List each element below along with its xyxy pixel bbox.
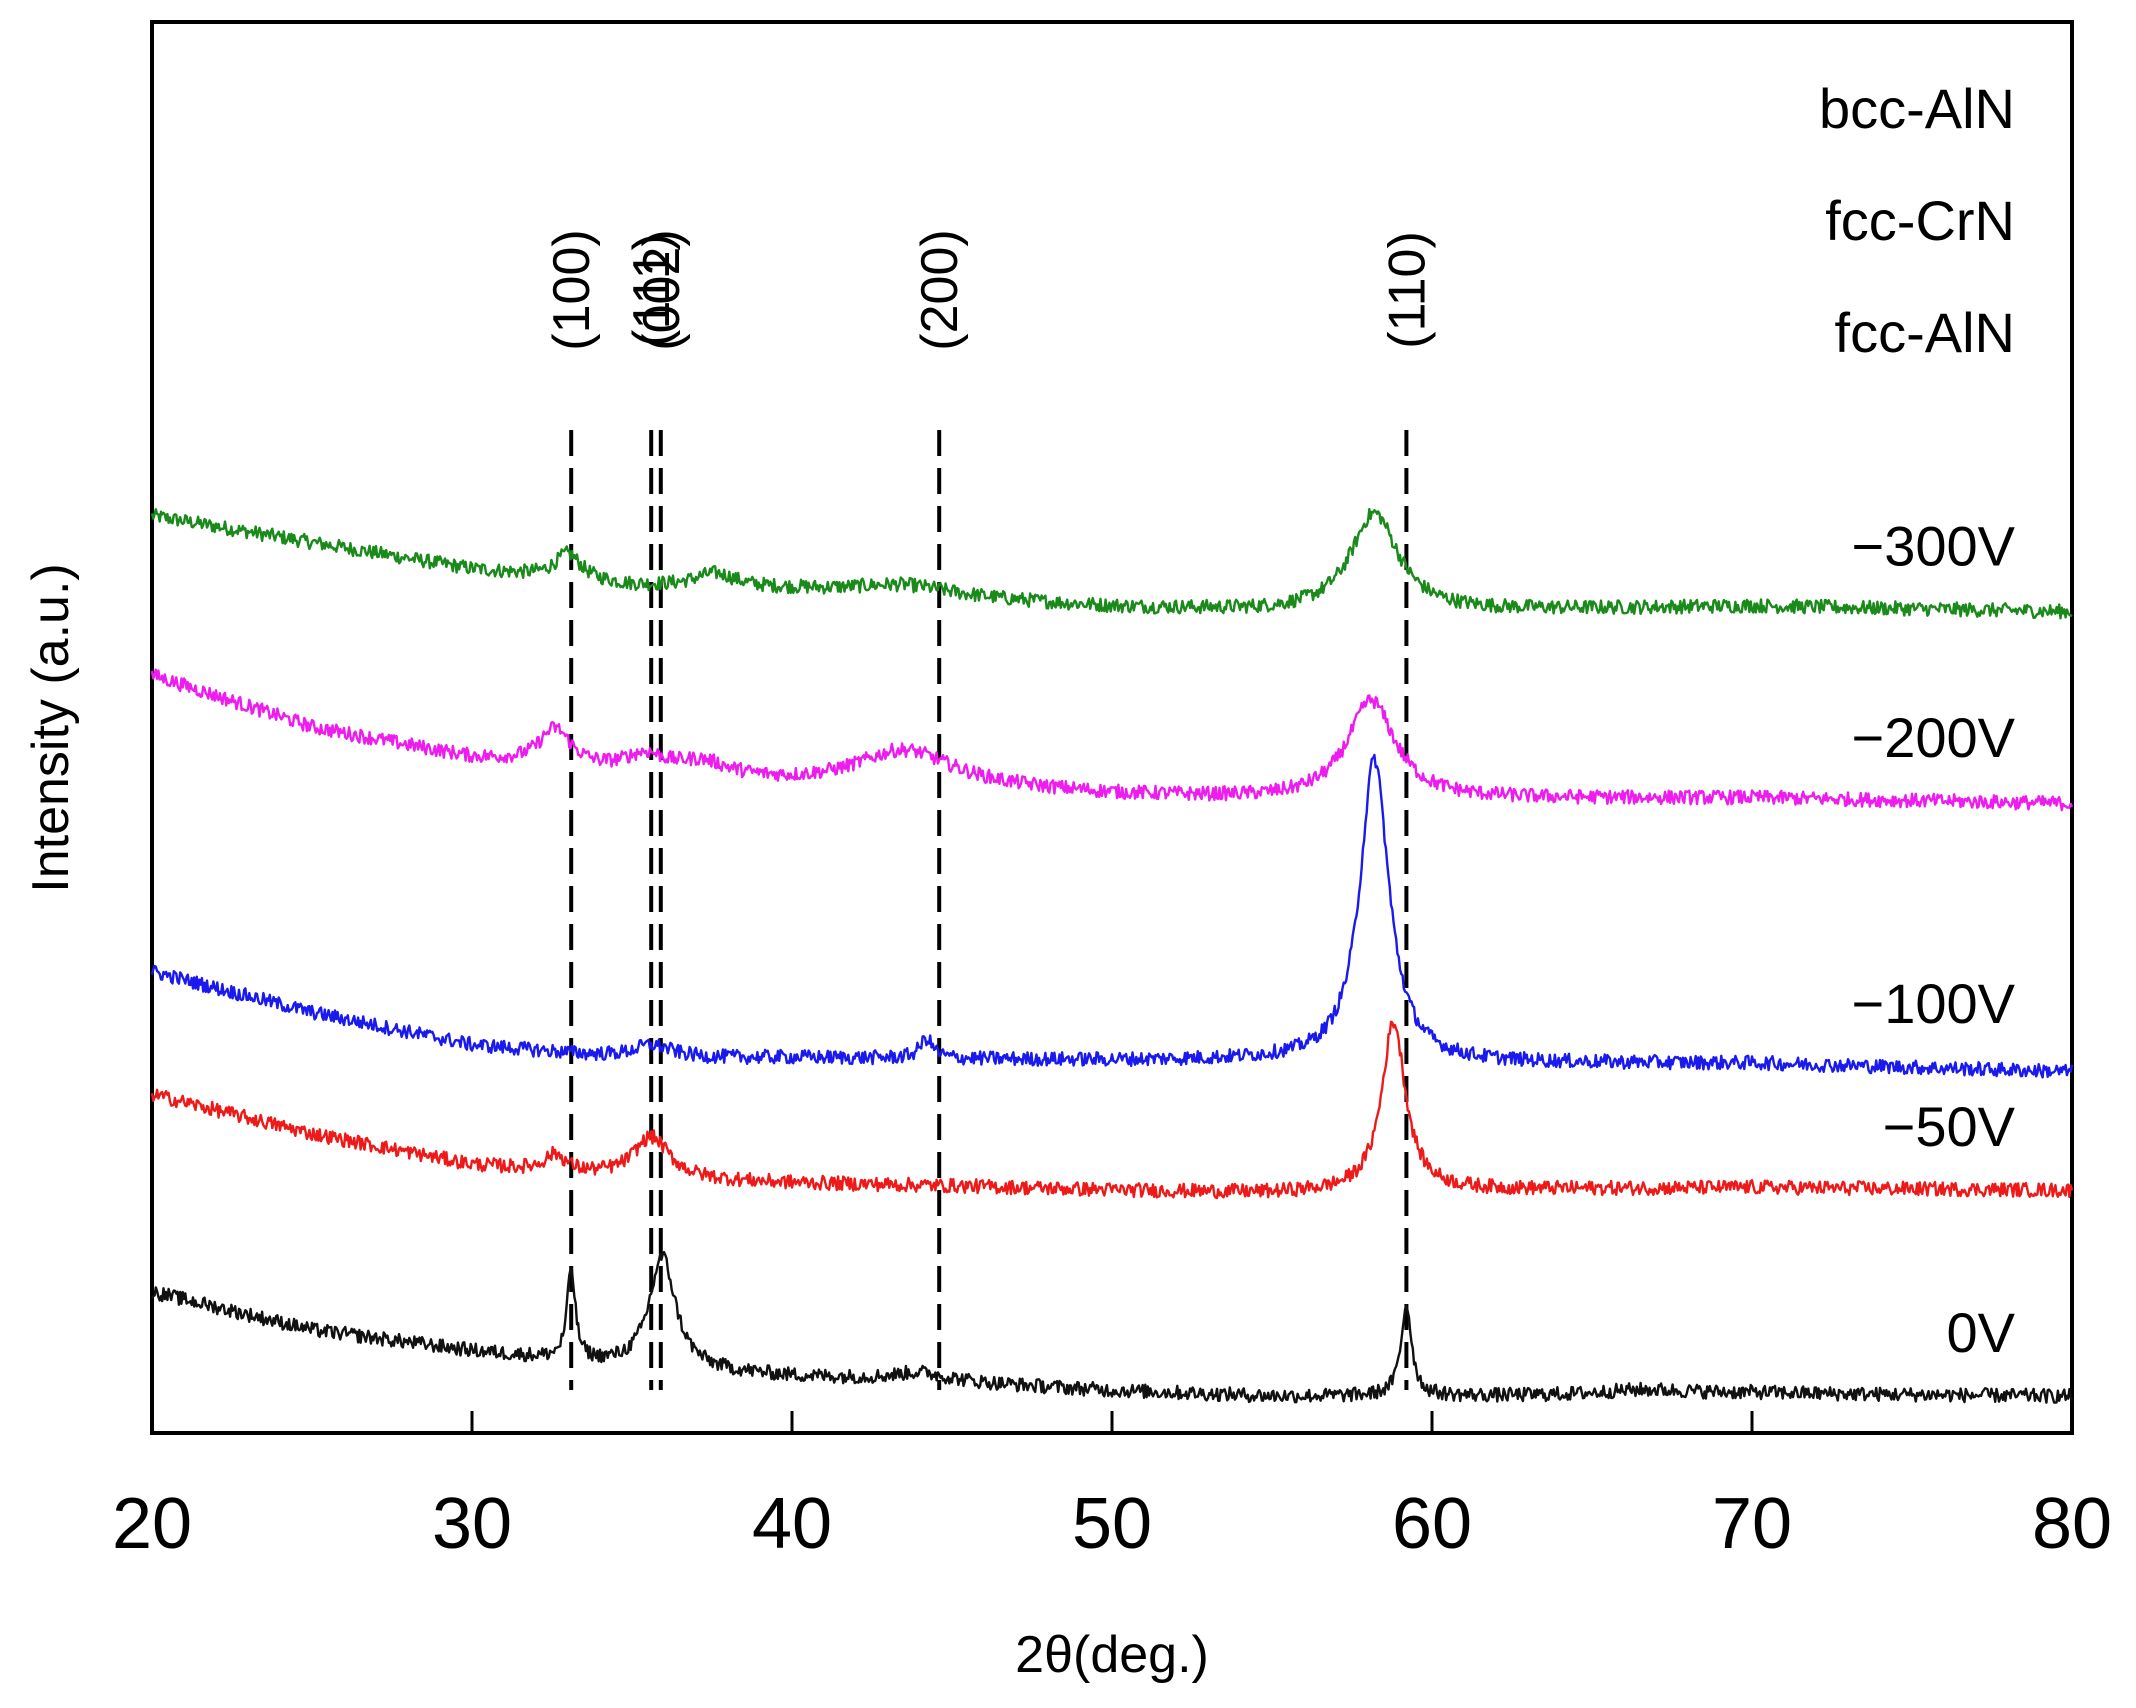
x-tick-label: 20 xyxy=(112,1484,192,1564)
reference-label: (002) xyxy=(633,229,691,350)
reference-lines: (100) (111)(002) (200) (110) xyxy=(543,229,1436,1390)
plot-frame xyxy=(150,20,2074,1435)
x-tick-label: 30 xyxy=(432,1484,512,1564)
phase-legend-item: fcc-CrN xyxy=(1825,189,2015,252)
x-axis-title: 2θ(deg.) xyxy=(1015,1626,1209,1684)
series-line xyxy=(150,1250,2074,1404)
phase-legend-item: fcc-AlN xyxy=(1835,301,2015,364)
series-label: −300V xyxy=(1852,514,2016,577)
phase-legend-item: bcc-AlN xyxy=(1819,77,2015,140)
reference-label: (111) xyxy=(623,233,681,347)
x-tick-label: 60 xyxy=(1392,1484,1472,1564)
series-line xyxy=(150,668,2074,812)
series-layer: −300V −200V −100V −50V 0V xyxy=(150,507,2074,1404)
x-ticks: 20 30 40 50 60 70 80 xyxy=(112,1411,2112,1564)
series-line xyxy=(150,1020,2074,1200)
x-tick-label: 40 xyxy=(752,1484,832,1564)
series-label: −200V xyxy=(1852,706,2016,769)
x-tick-label: 50 xyxy=(1072,1484,1152,1564)
series-label: −100V xyxy=(1852,972,2016,1035)
phase-legend: bcc-AlN fcc-CrN fcc-AlN xyxy=(1819,77,2015,364)
x-tick-label: 70 xyxy=(1712,1484,1792,1564)
series-line xyxy=(150,507,2073,620)
series-line xyxy=(150,753,2074,1079)
reference-label: (200) xyxy=(911,229,969,350)
series-label: −50V xyxy=(1883,1095,2016,1158)
reference-label: (100) xyxy=(543,229,601,350)
x-tick-label: 80 xyxy=(2032,1484,2112,1564)
series-label: 0V xyxy=(1947,1301,2016,1364)
reference-label: (110) xyxy=(1378,231,1436,349)
y-axis-title: Intensity (a.u.) xyxy=(22,563,80,892)
